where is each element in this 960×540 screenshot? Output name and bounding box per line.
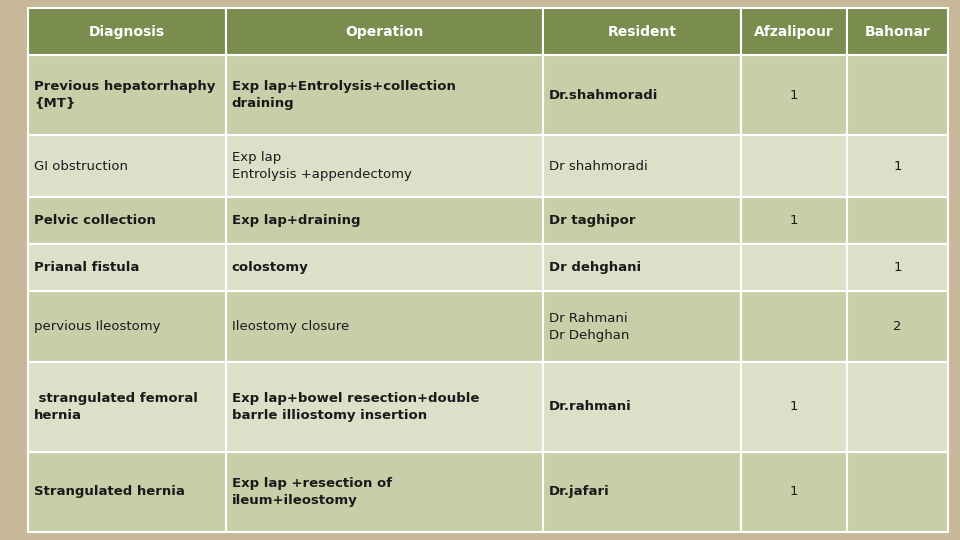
Text: Exp lap+bowel resection+double
barrle illiostomy insertion: Exp lap+bowel resection+double barrle il… (231, 392, 479, 422)
FancyBboxPatch shape (847, 55, 948, 136)
FancyBboxPatch shape (28, 362, 226, 452)
Text: Diagnosis: Diagnosis (89, 25, 165, 38)
FancyBboxPatch shape (741, 452, 847, 532)
Text: 1: 1 (790, 214, 798, 227)
FancyBboxPatch shape (741, 362, 847, 452)
Text: Strangulated hernia: Strangulated hernia (34, 485, 185, 498)
Text: Ileostomy closure: Ileostomy closure (231, 320, 349, 333)
Text: 1: 1 (790, 485, 798, 498)
Text: Afzalipour: Afzalipour (754, 25, 834, 38)
FancyBboxPatch shape (28, 55, 226, 136)
FancyBboxPatch shape (847, 452, 948, 532)
FancyBboxPatch shape (28, 197, 226, 244)
FancyBboxPatch shape (226, 452, 543, 532)
FancyBboxPatch shape (847, 291, 948, 362)
Text: strangulated femoral
hernia: strangulated femoral hernia (34, 392, 198, 422)
Text: Previous hepatorrhaphy
{MT}: Previous hepatorrhaphy {MT} (34, 80, 215, 110)
Text: Pelvic collection: Pelvic collection (34, 214, 156, 227)
Text: GI obstruction: GI obstruction (34, 160, 128, 173)
Text: Prianal fistula: Prianal fistula (34, 261, 139, 274)
FancyBboxPatch shape (543, 8, 741, 55)
Text: colostomy: colostomy (231, 261, 308, 274)
Text: Exp lap +resection of
ileum+ileostomy: Exp lap +resection of ileum+ileostomy (231, 477, 392, 507)
Text: Exp lap+Entrolysis+collection
draining: Exp lap+Entrolysis+collection draining (231, 80, 456, 110)
Text: Dr taghipor: Dr taghipor (549, 214, 636, 227)
Text: pervious Ileostomy: pervious Ileostomy (34, 320, 160, 333)
FancyBboxPatch shape (543, 244, 741, 291)
Text: Dr.shahmoradi: Dr.shahmoradi (549, 89, 659, 102)
FancyBboxPatch shape (741, 291, 847, 362)
Text: Operation: Operation (346, 25, 423, 38)
FancyBboxPatch shape (543, 55, 741, 136)
FancyBboxPatch shape (28, 244, 226, 291)
FancyBboxPatch shape (28, 291, 226, 362)
FancyBboxPatch shape (543, 452, 741, 532)
FancyBboxPatch shape (226, 8, 543, 55)
FancyBboxPatch shape (543, 291, 741, 362)
FancyBboxPatch shape (543, 136, 741, 197)
Text: 1: 1 (790, 400, 798, 414)
FancyBboxPatch shape (28, 8, 226, 55)
Text: Dr.jafari: Dr.jafari (549, 485, 610, 498)
Text: Dr.rahmani: Dr.rahmani (549, 400, 632, 414)
FancyBboxPatch shape (847, 197, 948, 244)
Text: Dr dehghani: Dr dehghani (549, 261, 641, 274)
FancyBboxPatch shape (226, 136, 543, 197)
FancyBboxPatch shape (741, 197, 847, 244)
Text: 1: 1 (893, 160, 901, 173)
FancyBboxPatch shape (847, 8, 948, 55)
FancyBboxPatch shape (847, 362, 948, 452)
FancyBboxPatch shape (226, 55, 543, 136)
FancyBboxPatch shape (226, 362, 543, 452)
Text: Exp lap+draining: Exp lap+draining (231, 214, 360, 227)
FancyBboxPatch shape (847, 136, 948, 197)
FancyBboxPatch shape (741, 136, 847, 197)
Text: Exp lap
Entrolysis +appendectomy: Exp lap Entrolysis +appendectomy (231, 151, 412, 181)
Text: Bahonar: Bahonar (864, 25, 930, 38)
FancyBboxPatch shape (226, 244, 543, 291)
Text: 1: 1 (893, 261, 901, 274)
FancyBboxPatch shape (226, 197, 543, 244)
FancyBboxPatch shape (741, 244, 847, 291)
Text: Dr shahmoradi: Dr shahmoradi (549, 160, 648, 173)
FancyBboxPatch shape (741, 55, 847, 136)
FancyBboxPatch shape (741, 8, 847, 55)
Text: Resident: Resident (608, 25, 677, 38)
FancyBboxPatch shape (543, 197, 741, 244)
FancyBboxPatch shape (28, 136, 226, 197)
Text: 2: 2 (893, 320, 901, 333)
FancyBboxPatch shape (226, 291, 543, 362)
Text: 1: 1 (790, 89, 798, 102)
FancyBboxPatch shape (847, 244, 948, 291)
FancyBboxPatch shape (28, 452, 226, 532)
FancyBboxPatch shape (543, 362, 741, 452)
Text: Dr Rahmani
Dr Dehghan: Dr Rahmani Dr Dehghan (549, 312, 630, 342)
